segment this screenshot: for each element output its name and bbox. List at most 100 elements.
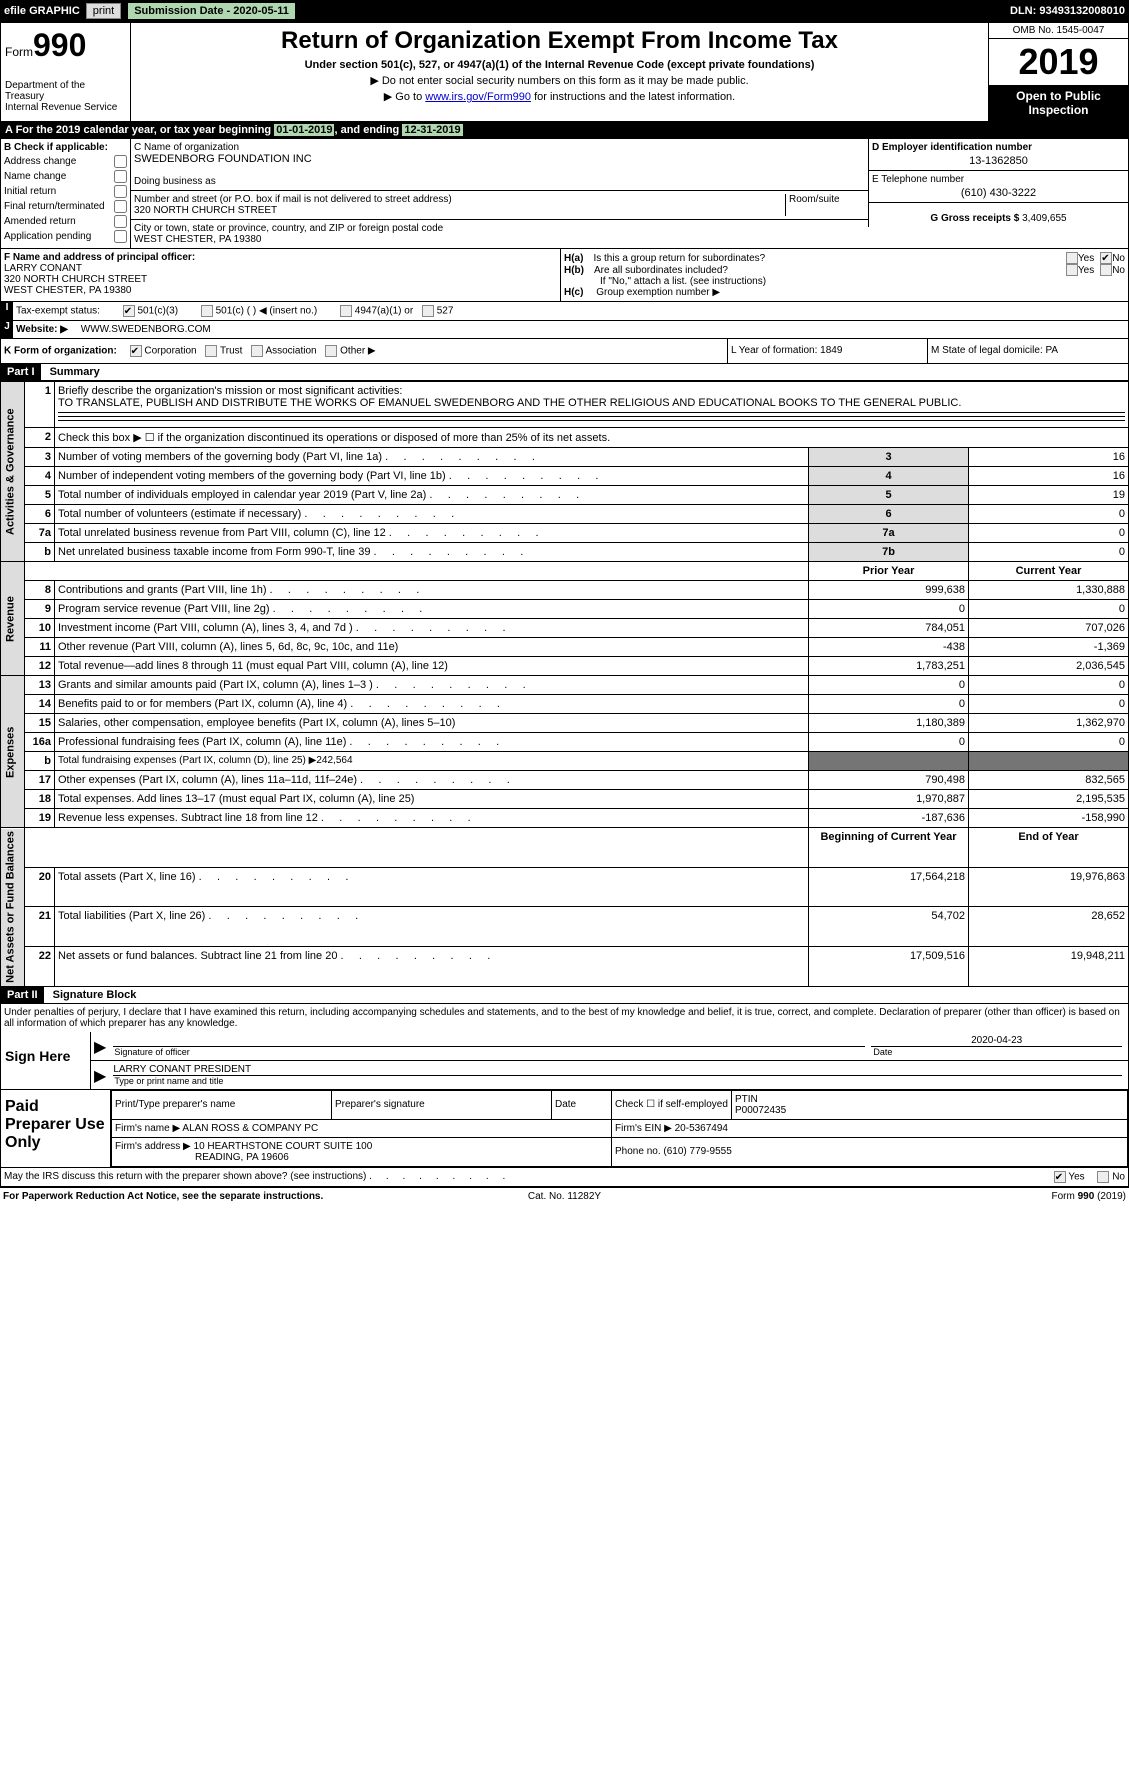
sig-date-label: Date — [869, 1047, 1125, 1057]
line12: Total revenue—add lines 8 through 11 (mu… — [58, 660, 448, 672]
submission-date: Submission Date - 2020-05-11 — [127, 2, 296, 20]
p19: -187,636 — [809, 809, 969, 828]
line22: Net assets or fund balances. Subtract li… — [58, 950, 490, 962]
form-title: Return of Organization Exempt From Incom… — [135, 27, 984, 55]
mission-text: TO TRANSLATE, PUBLISH AND DISTRIBUTE THE… — [58, 397, 961, 409]
section-f-h: F Name and address of principal officer:… — [0, 249, 1129, 302]
line16a: Professional fundraising fees (Part IX, … — [58, 736, 499, 748]
ptin-value: P00072435 — [735, 1105, 786, 1116]
p15: 1,180,389 — [809, 714, 969, 733]
ein-row: D Employer identification number 13-1362… — [868, 139, 1128, 171]
line17: Other expenses (Part IX, column (A), lin… — [58, 774, 510, 786]
p20: 17,564,218 — [809, 867, 969, 907]
line20: Total assets (Part X, line 16) — [58, 871, 348, 883]
line19: Revenue less expenses. Subtract line 18 … — [58, 812, 471, 824]
irs-link[interactable]: www.irs.gov/Form990 — [425, 91, 531, 103]
header-right: OMB No. 1545-0047 2019 Open to Public In… — [988, 23, 1128, 121]
4947-checkbox[interactable] — [340, 305, 352, 317]
corporation-checkbox[interactable] — [130, 345, 142, 357]
c11: -1,369 — [969, 638, 1129, 657]
officer-addr1: 320 NORTH CHURCH STREET — [4, 274, 557, 285]
line4: Number of independent voting members of … — [58, 470, 598, 482]
527-checkbox[interactable] — [422, 305, 434, 317]
ha-no-checkbox[interactable] — [1100, 252, 1112, 264]
prior-year-header: Prior Year — [809, 562, 969, 581]
city-label: City or town, state or province, country… — [134, 223, 865, 234]
p17: 790,498 — [809, 771, 969, 790]
part2-title: Signature Block — [47, 989, 137, 1001]
c15: 1,362,970 — [969, 714, 1129, 733]
form-subtitle: Under section 501(c), 527, or 4947(a)(1)… — [135, 59, 984, 71]
discuss-no-checkbox[interactable] — [1097, 1171, 1109, 1183]
section-b: B Check if applicable: Address change Na… — [0, 139, 1129, 249]
p12: 1,783,251 — [809, 657, 969, 676]
p14: 0 — [809, 695, 969, 714]
efile-label: efile GRAPHIC — [4, 5, 80, 17]
self-employed-check: Check ☐ if self-employed — [612, 1090, 732, 1119]
part1-title: Summary — [44, 366, 100, 378]
hb-yes-checkbox[interactable] — [1066, 264, 1078, 276]
association-checkbox[interactable] — [251, 345, 263, 357]
c19: -158,990 — [969, 809, 1129, 828]
line16b: Total fundraising expenses (Part IX, col… — [58, 755, 353, 766]
prep-sig-label: Preparer's signature — [332, 1090, 552, 1119]
omb-number: OMB No. 1545-0047 — [989, 23, 1128, 39]
hb-text: Are all subordinates included? — [594, 265, 1066, 276]
hb-no-checkbox[interactable] — [1100, 264, 1112, 276]
print-button[interactable]: print — [86, 3, 121, 19]
header-center: Return of Organization Exempt From Incom… — [131, 23, 988, 121]
website-value: WWW.SWEDENBORG.COM — [81, 324, 211, 335]
form-number: 990 — [33, 27, 86, 63]
val6: 0 — [969, 505, 1129, 524]
line15: Salaries, other compensation, employee b… — [58, 717, 455, 729]
phone-value: (610) 430-3222 — [872, 187, 1125, 199]
signature-fields: ▶ 2020-04-23 Signature of officer Date ▶… — [91, 1032, 1128, 1089]
e-label: E Telephone number — [872, 174, 1125, 185]
c13: 0 — [969, 676, 1129, 695]
part1-label: Part I — [1, 364, 41, 380]
trust-checkbox[interactable] — [205, 345, 217, 357]
section-b-checkboxes: B Check if applicable: Address change Na… — [1, 139, 131, 248]
line11: Other revenue (Part VIII, column (A), li… — [58, 641, 398, 653]
year-formation: L Year of formation: 1849 — [728, 339, 928, 363]
line18: Total expenses. Add lines 13–17 (must eq… — [58, 793, 414, 805]
section-h: H(a) Is this a group return for subordin… — [561, 249, 1128, 301]
form-header: Form990 Department of the Treasury Inter… — [0, 22, 1129, 122]
p22: 17,509,516 — [809, 947, 969, 987]
ha-label: H(a) — [564, 253, 583, 264]
prep-date-label: Date — [552, 1090, 612, 1119]
c22: 19,948,211 — [969, 947, 1129, 987]
row-k-l-m: K Form of organization: Corporation Trus… — [0, 339, 1129, 364]
501c3-checkbox[interactable] — [123, 305, 135, 317]
instruction-1: ▶ Do not enter social security numbers o… — [135, 74, 984, 87]
line21: Total liabilities (Part X, line 26) — [58, 910, 358, 922]
phone-row: E Telephone number (610) 430-3222 — [868, 171, 1128, 203]
section-b-center: C Name of organization SWEDENBORG FOUNDA… — [131, 139, 868, 248]
begin-year-header: Beginning of Current Year — [809, 828, 969, 868]
open-public-badge: Open to Public Inspection — [989, 85, 1128, 121]
city-row: City or town, state or province, country… — [131, 220, 868, 248]
other-checkbox[interactable] — [325, 345, 337, 357]
row-i: I Tax-exempt status: 501(c)(3) 501(c) ( … — [0, 302, 1129, 321]
p16b-grey — [809, 752, 969, 771]
net-assets-label: Net Assets or Fund Balances — [1, 828, 25, 987]
current-year-header: Current Year — [969, 562, 1129, 581]
gross-receipts-row: G Gross receipts $ 3,409,655 — [868, 203, 1128, 227]
ha-yes-checkbox[interactable] — [1066, 252, 1078, 264]
line7a: Total unrelated business revenue from Pa… — [58, 527, 539, 539]
activities-governance-label: Activities & Governance — [1, 382, 25, 562]
discuss-yes-checkbox[interactable] — [1054, 1171, 1066, 1183]
paid-preparer-section: Paid Preparer Use Only Print/Type prepar… — [0, 1090, 1129, 1168]
room-label: Room/suite — [785, 194, 865, 216]
addr-label: Number and street (or P.O. box if mail i… — [134, 194, 785, 205]
501c-checkbox[interactable] — [201, 305, 213, 317]
chk-initial-return: Initial return — [4, 185, 127, 198]
chk-amended: Amended return — [4, 215, 127, 228]
revenue-label: Revenue — [1, 562, 25, 676]
j-label: J — [1, 321, 13, 338]
line2: Check this box ▶ ☐ if the organization d… — [55, 428, 1129, 448]
firm-addr1: 10 HEARTHSTONE COURT SUITE 100 — [194, 1141, 373, 1152]
section-b-right: D Employer identification number 13-1362… — [868, 139, 1128, 248]
p16a: 0 — [809, 733, 969, 752]
officer-signature-field[interactable] — [113, 1035, 865, 1047]
